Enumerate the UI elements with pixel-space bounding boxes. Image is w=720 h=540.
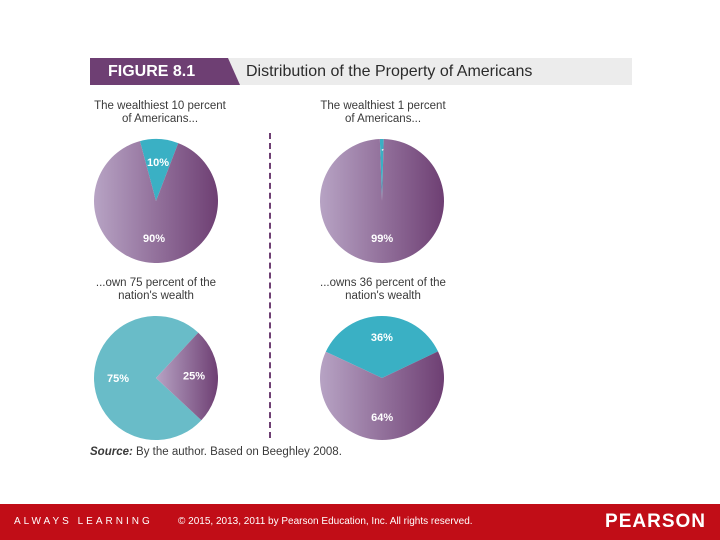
caption-line: nation's wealth xyxy=(345,290,421,302)
caption-line: The wealthiest 1 percent xyxy=(320,100,446,112)
pie-slice-label: 64% xyxy=(371,412,393,424)
pearson-logo: PEARSON xyxy=(605,511,706,532)
source-text: By the author. Based on Beeghley 2008. xyxy=(132,446,342,458)
caption-line: of Americans... xyxy=(344,113,422,125)
pie-slice-label: 36% xyxy=(371,332,393,344)
divider-line xyxy=(269,133,271,438)
pie-slice xyxy=(320,351,444,440)
pie-chart-top-right: 1%99% xyxy=(320,139,444,263)
pie-chart-bottom-left: 75% 25% xyxy=(94,316,218,440)
caption-top-right: The wealthiest 1 percent of Americans... xyxy=(303,100,463,126)
copyright-text: © 2015, 2013, 2011 by Pearson Education,… xyxy=(178,516,473,527)
caption-line: ...own 75 percent of the xyxy=(95,277,217,289)
pie-slice-label: 90% xyxy=(143,233,165,245)
caption-top-left: The wealthiest 10 percent of Americans..… xyxy=(80,100,240,126)
pie-chart-top-left: 10% 90% xyxy=(93,139,218,263)
caption-line: nation's wealth xyxy=(118,290,194,302)
caption-line: The wealthiest 10 percent xyxy=(94,100,226,112)
pie-slice xyxy=(94,316,202,440)
pie-slice-label: 25% xyxy=(183,371,205,383)
pie-slice xyxy=(93,141,218,263)
footer-bar: ALWAYS LEARNING © 2015, 2013, 2011 by Pe… xyxy=(0,504,720,540)
pie-slice xyxy=(320,139,444,263)
pie-slice-label: 75% xyxy=(107,373,129,385)
footer-tagline: ALWAYS LEARNING xyxy=(14,516,153,527)
pie-slice xyxy=(325,316,439,378)
pie-slice xyxy=(156,332,218,421)
caption-bottom-left: ...own 75 percent of the nation's wealth xyxy=(76,277,236,303)
figure-title: Distribution of the Property of American… xyxy=(246,63,533,80)
caption-line: ...owns 36 percent of the xyxy=(320,277,446,289)
caption-bottom-right: ...owns 36 percent of the nation's wealt… xyxy=(303,277,463,303)
figure-label: FIGURE 8.1 xyxy=(90,58,240,85)
source-prefix: Source: xyxy=(90,446,133,458)
pie-slice xyxy=(139,139,179,201)
source-note: Source: By the author. Based on Beeghley… xyxy=(90,446,342,458)
caption-line: of Americans... xyxy=(121,113,199,125)
pie-chart-bottom-right: 36% 64% xyxy=(320,316,444,440)
pie-slice xyxy=(379,139,384,201)
pie-slice-label: 99% xyxy=(371,233,393,245)
pie-slice-label: 10% xyxy=(147,157,169,169)
